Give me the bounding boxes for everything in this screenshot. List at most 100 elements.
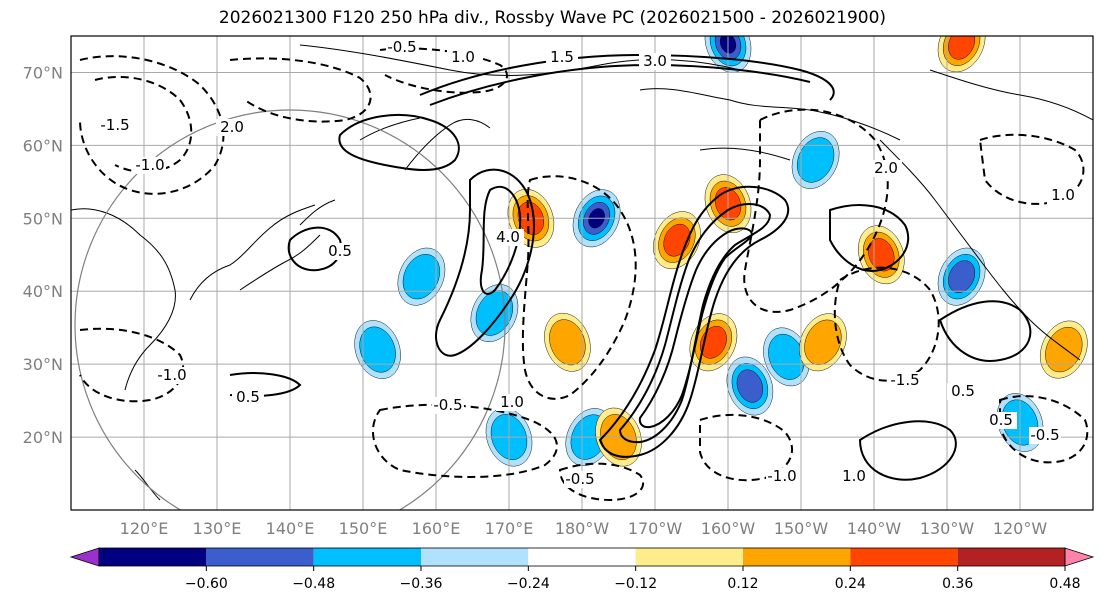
contour-label-bg (386, 39, 418, 56)
divergence-patch (726, 356, 774, 416)
colorbar-segment (528, 548, 636, 566)
dashed-contour-southeast (999, 395, 1089, 464)
lat-label: 30°N (23, 355, 63, 374)
contour-label: -0.5 (1030, 426, 1059, 444)
lon-label: 140°W (847, 519, 902, 538)
contour-label-layer: -0.5 1.0 1.5 3.0 2.0 -1.0 -1.5 0.5 4.0 -0.5 1.0 -0.… (99, 38, 1079, 488)
lon-label: 150°W (774, 519, 829, 538)
contour-label: -0.5 (565, 470, 594, 488)
contour-label-bg (216, 119, 248, 136)
longitude-labels: 120°E 130°E 140°E 150°E 160°E 170°E 180°W 170°W… (120, 519, 1048, 538)
colorbar-segment (313, 548, 421, 566)
contour-label-bg (232, 389, 264, 406)
contour-label-bg (324, 243, 356, 260)
lon-label: 140°E (266, 519, 315, 538)
contour-label: 1.0 (1051, 186, 1075, 204)
contour-label: 2.0 (220, 118, 244, 136)
contour-label: 0.5 (236, 388, 260, 406)
lon-label: 160°W (701, 519, 756, 538)
contour-label: -1.5 (890, 371, 919, 389)
contour-trough-loop (435, 168, 535, 357)
divergence-level (359, 326, 396, 373)
contour-label-bg (447, 49, 479, 66)
lat-label: 50°N (23, 209, 63, 228)
contour-label: 0.5 (328, 242, 352, 260)
contour-label-bg (99, 117, 131, 134)
contour-label-bg (1047, 187, 1079, 204)
contour-east-pacific (829, 204, 910, 272)
colorbar-segment (99, 548, 207, 566)
divergence-patch (937, 36, 986, 73)
colorbar-tick-label: 0.24 (835, 576, 866, 592)
divergence-patch (799, 313, 847, 372)
contour-label: -0.5 (433, 396, 462, 414)
contour-label: 0.5 (989, 411, 1013, 429)
contour-siberia (338, 114, 460, 171)
contour-se-pacific (858, 420, 957, 481)
coastline-kamchatka (359, 117, 491, 171)
contour-sw-coast (938, 300, 1032, 362)
contour-label: -1.0 (157, 366, 186, 384)
map-title: 2026021300 F120 250 hPa div., Rossby Wav… (218, 8, 887, 28)
contour-ridge-sweep-2 (618, 203, 772, 444)
dashed-contour-mid (699, 413, 794, 482)
lon-label: 170°E (485, 519, 534, 538)
colorbar-segment (635, 548, 743, 566)
dashed-contour-south (371, 403, 558, 478)
contour-label-bg (889, 372, 921, 389)
contour-label-bg (432, 397, 464, 414)
contour-label-bg (156, 367, 188, 384)
negative-contours (79, 47, 1089, 502)
contour-label-bg (870, 160, 902, 177)
map-frame (70, 35, 1094, 511)
divergence-level (804, 319, 842, 365)
map-content: -0.5 1.0 1.5 3.0 2.0 -1.0 -1.5 0.5 4.0 -0.5 1.0 -0.… (71, 36, 1093, 510)
lon-label: 180°W (555, 519, 610, 538)
lat-label: 40°N (23, 282, 63, 301)
positive-contours (229, 53, 1032, 481)
lon-label: 130°W (920, 519, 975, 538)
dashed-contour-east (833, 266, 940, 382)
contour-label: 0.5 (951, 382, 975, 400)
divergence-patch (763, 327, 810, 387)
latitude-labels: 70°N 60°N 50°N 40°N 30°N 20°N (23, 63, 63, 447)
contour-ridge-sweep-3 (638, 227, 754, 429)
lat-label: 70°N (23, 63, 63, 82)
colorbar-segment (957, 548, 1065, 566)
divergence-level (736, 369, 764, 403)
contour-label-bg (985, 412, 1017, 429)
contour-label: 1.0 (500, 393, 524, 411)
contour-label: -1.0 (135, 156, 164, 174)
colorbar-tick-label: −0.36 (400, 576, 443, 592)
dashed-contour-north-east (978, 133, 1085, 205)
lon-label: 170°W (628, 519, 683, 538)
lat-label: 20°N (23, 428, 63, 447)
contour-label-bg (546, 49, 578, 66)
dashed-contour-south-central (558, 462, 645, 502)
coastline-canada-north (929, 69, 1093, 121)
contour-label-bg (639, 53, 671, 70)
lon-label: 130°E (193, 519, 242, 538)
dashed-contour-northwest (79, 55, 225, 195)
colorbar-tick-label: −0.48 (292, 576, 335, 592)
lon-label: 160°E (412, 519, 461, 538)
contour-label: 3.0 (643, 52, 667, 70)
contour-label-bg (496, 394, 528, 411)
lon-label: 150°E (339, 519, 388, 538)
guide-circle (74, 109, 506, 510)
divergence-level (868, 238, 895, 272)
divergence-level (796, 137, 835, 183)
dashed-contour-okhotsk (379, 47, 508, 94)
contour-label: -1.0 (767, 467, 796, 485)
contour-label: 1.0 (842, 467, 866, 485)
coastline-japan-islands (239, 199, 336, 291)
colorbar-extend-low (69, 547, 100, 567)
colorbar-tick-label: −0.60 (185, 576, 228, 592)
contour-label-bg (766, 468, 798, 485)
contour-label-bg (134, 157, 166, 174)
coastline-asia-east (71, 208, 176, 391)
contour-label-bg (1029, 427, 1061, 444)
contour-label-bg (564, 471, 596, 488)
coastline-philippines (134, 469, 161, 501)
